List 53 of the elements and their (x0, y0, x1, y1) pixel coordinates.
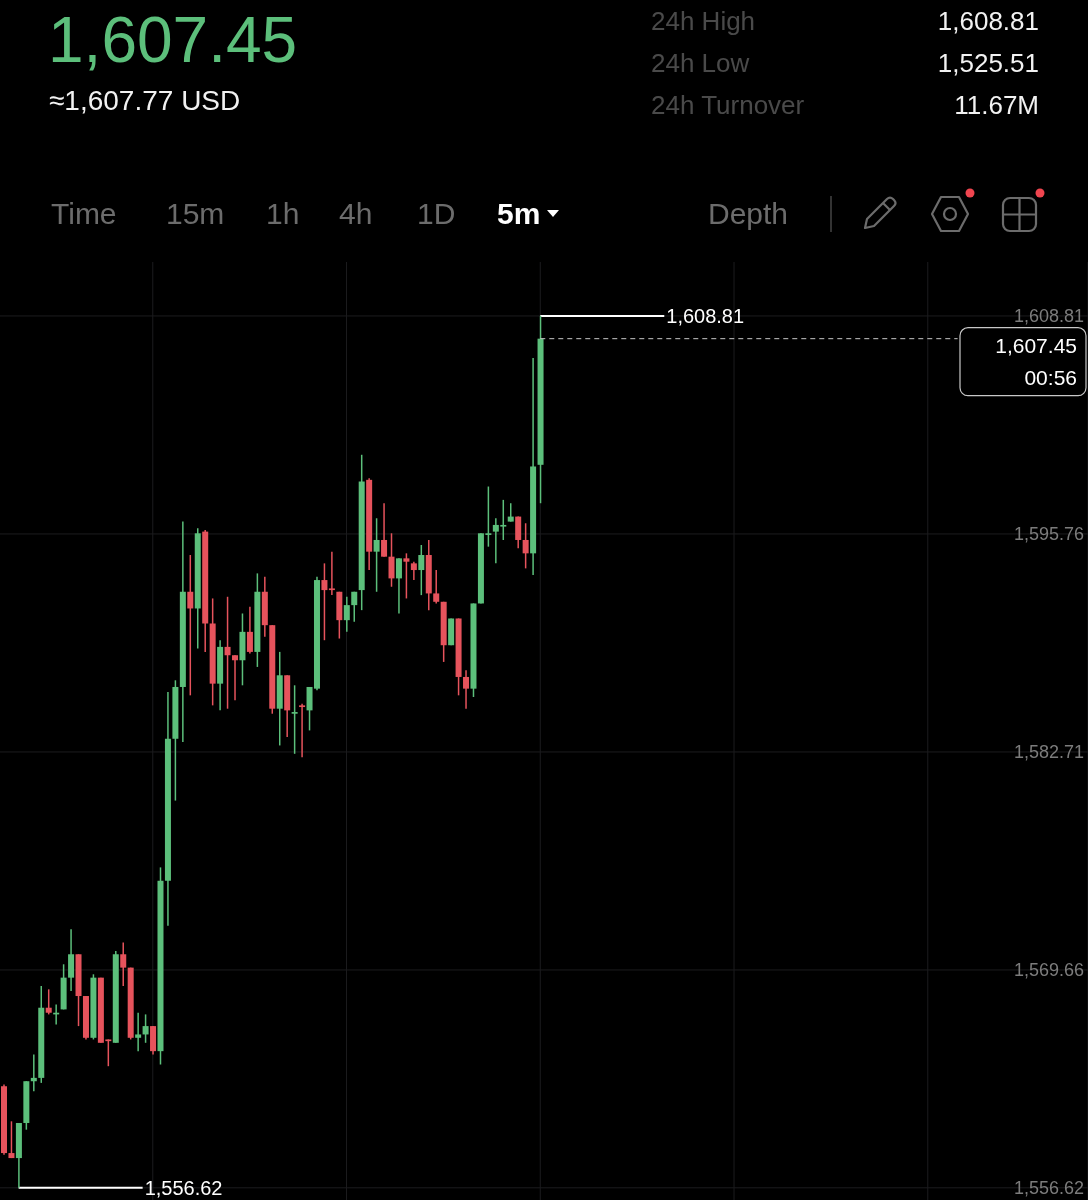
candlestick (433, 569, 440, 605)
candlestick (395, 557, 402, 615)
text: 4h (339, 196, 373, 232)
text: 1D (417, 196, 456, 232)
candlestick (135, 1011, 142, 1052)
candlestick (381, 502, 388, 558)
text: 24h Low (651, 48, 750, 78)
text: 15m (166, 196, 225, 232)
candlestick (522, 522, 529, 570)
candlestick (373, 517, 380, 593)
candlestick (507, 502, 514, 523)
text: 1,525.51 (937, 48, 1039, 78)
candlestick (299, 702, 306, 758)
candlestick (45, 988, 52, 1016)
candlestick (463, 669, 470, 710)
ref-line-label: 1,607.45 (995, 334, 1077, 358)
candlestick (8, 1120, 15, 1159)
text: 5m (497, 196, 541, 232)
candlestick (410, 560, 417, 581)
y-tick-label: 1,556.62 (1013, 1178, 1084, 1199)
candlestick (403, 552, 410, 600)
candlestick (120, 941, 127, 987)
annotation: 1,608.81 (666, 304, 745, 327)
y-tick-label: 1,569.66 (1013, 960, 1084, 981)
annotation: 1,556.62 (144, 1176, 223, 1199)
candlestick (351, 591, 358, 623)
candlestick (321, 562, 328, 641)
candlestick (246, 606, 253, 655)
candlestick (142, 1013, 149, 1044)
candlestick (187, 554, 194, 697)
annotation: 00:56 (1024, 366, 1077, 390)
candlestick (224, 596, 231, 710)
text: Depth (708, 196, 789, 232)
y-tick-label: 1,582.71 (1013, 742, 1084, 763)
candlestick (418, 544, 425, 596)
candlestick (343, 596, 350, 633)
candlestick (68, 928, 75, 992)
text: 1,608.81 (937, 6, 1039, 36)
text: 11.67M (954, 90, 1039, 120)
candlestick (30, 1053, 37, 1092)
candlestick (515, 515, 522, 550)
y-tick-label: 1,595.76 (1013, 524, 1084, 545)
text: Time (51, 196, 117, 232)
text: 24h Turnover (651, 90, 805, 120)
chart-title: 1,607.45 (48, 4, 298, 76)
candlestick (388, 532, 395, 588)
candlestick (328, 550, 335, 596)
text: 24h High (651, 6, 756, 36)
candlestick (291, 684, 298, 755)
y-tick-label: 1,608.81 (1013, 306, 1084, 327)
chart-subtitle: ≈1,607.77 USD (49, 85, 241, 116)
candlestick (232, 654, 239, 702)
text: 1h (266, 196, 300, 232)
